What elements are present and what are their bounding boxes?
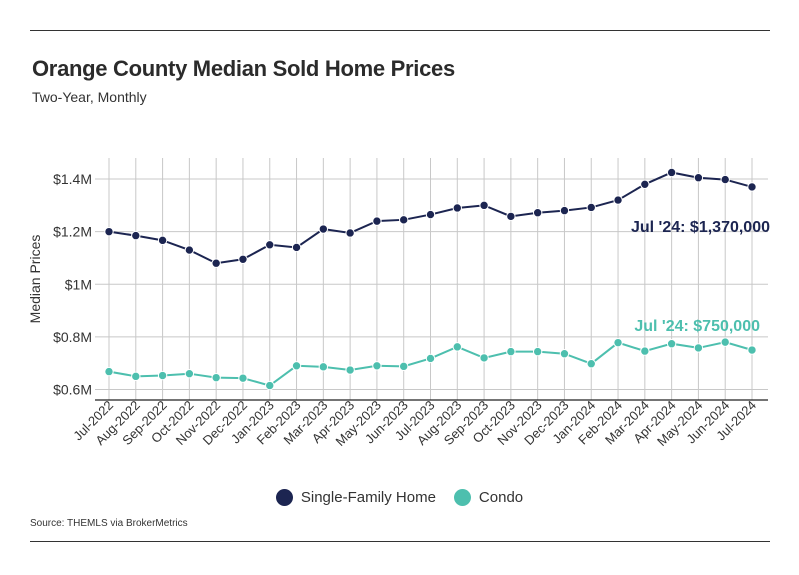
series-0-point (104, 226, 114, 237)
series-1-point (157, 370, 168, 381)
series-1-point (452, 342, 462, 352)
series-0-point (238, 254, 248, 264)
series-0-point (506, 211, 516, 222)
series-1-point (345, 365, 355, 375)
series-0-point (586, 202, 596, 213)
series-0-point (693, 173, 704, 183)
legend-item-single-family: Single-Family Home (275, 489, 436, 506)
series-0-point (479, 200, 489, 211)
legend-marker-single-family (275, 489, 293, 506)
series-0-point (131, 230, 141, 241)
series-1-point (131, 371, 141, 382)
chart-title: Orange County Median Sold Home Prices (32, 56, 455, 81)
source-note: Source: THEMLS via BrokerMetrics (30, 518, 188, 529)
series-1-point (640, 346, 650, 356)
series-1-point (211, 372, 221, 383)
y-tick-label: $1.4M (53, 171, 92, 187)
legend-label-condo: Condo (478, 489, 524, 506)
series-1-point (506, 346, 516, 357)
chart-subtitle: Two-Year, Monthly (32, 89, 147, 105)
single-family-annotation: Jul '24: $1,370,000 (631, 219, 770, 236)
series-1-point (479, 353, 489, 363)
series-1-point (720, 337, 730, 347)
series-1-point (559, 349, 570, 359)
grid-lines (95, 158, 768, 400)
series-0-point (318, 224, 329, 234)
series (104, 167, 757, 391)
series-0-point (184, 245, 195, 255)
y-tick-label: $0.8M (53, 329, 92, 345)
series-0-point (613, 195, 623, 205)
series-0-point (211, 258, 221, 268)
series-1-point (238, 373, 248, 383)
series-1-point (586, 359, 596, 369)
legend-item-condo: Condo (453, 489, 524, 506)
series-1-point (372, 361, 382, 371)
series-0-point (345, 228, 355, 238)
series-0-point (640, 179, 650, 190)
series-1-point (532, 346, 543, 357)
series-1-point (318, 362, 329, 372)
series-1-point (104, 366, 114, 377)
series-0-point (559, 205, 570, 216)
series-0-point (265, 240, 275, 250)
series-0-point (291, 242, 302, 253)
y-axis-label: Median Prices (27, 235, 43, 324)
series-0-point (532, 208, 543, 218)
series-0-point (666, 167, 677, 178)
series-1-point (425, 353, 436, 364)
series-1-point (613, 337, 623, 348)
legend: Single-Family Home Condo (0, 489, 799, 506)
series-1-point (265, 380, 275, 391)
top-rule (30, 30, 770, 31)
series-0-point (425, 209, 436, 220)
y-tick-label: $1.2M (53, 224, 92, 240)
series-0-point (399, 215, 409, 225)
series-0-point (747, 182, 757, 192)
series-1-point (291, 361, 302, 371)
series-1-point (666, 339, 677, 349)
y-tick-label: $1M (65, 276, 92, 292)
series-0-point (372, 216, 382, 226)
legend-marker-condo (453, 489, 471, 506)
series-1-point (693, 343, 704, 353)
legend-label-single-family: Single-Family Home (300, 489, 436, 506)
series-0-point (720, 174, 730, 185)
labels: Jul '24: $1,370,000 Jul '24: $750,000 (631, 219, 770, 335)
condo-annotation: Jul '24: $750,000 (634, 318, 760, 335)
y-tick-label: $0.6M (53, 381, 92, 397)
series-0-point (452, 203, 462, 213)
series-1-point (399, 361, 409, 372)
bottom-rule (30, 541, 770, 542)
series-0-point (157, 235, 168, 246)
series-1-point (747, 345, 757, 355)
series-1-point (184, 368, 195, 379)
